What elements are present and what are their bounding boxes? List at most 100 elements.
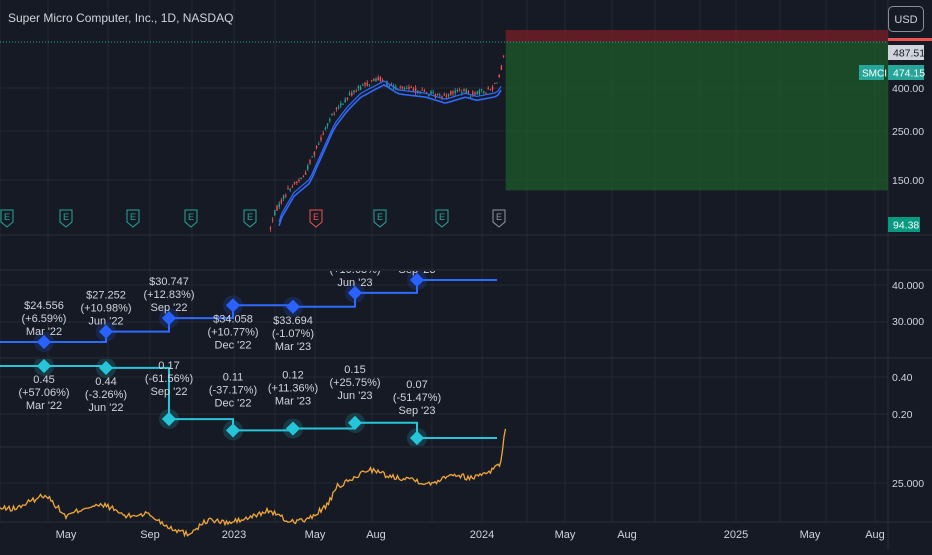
stop-marker-line bbox=[888, 38, 932, 41]
eps-value-label: 0.15 bbox=[344, 364, 365, 376]
revenue-change-label: (+6.59%) bbox=[22, 313, 67, 325]
candle-body bbox=[425, 92, 428, 94]
candle-body bbox=[381, 79, 384, 82]
revenue-period-label: Jun '22 bbox=[88, 316, 123, 328]
last-price-badge bbox=[888, 65, 924, 80]
eps-change-label: (+11.36%) bbox=[268, 383, 318, 395]
candle-body bbox=[364, 82, 366, 86]
earnings-marker-shape bbox=[435, 209, 449, 228]
candle-body bbox=[342, 103, 344, 105]
time-axis-label-9: May bbox=[800, 529, 821, 541]
earnings-marker-7: E bbox=[435, 209, 449, 228]
earnings-marker-label: E bbox=[4, 212, 10, 222]
revenue-change-label: (+10.98%) bbox=[80, 303, 131, 315]
candle-body bbox=[311, 156, 313, 158]
price-scale-label-2: 150.00 bbox=[892, 175, 924, 187]
eps-marker bbox=[98, 360, 114, 375]
candle-body bbox=[373, 78, 375, 81]
revenue-value-label: $40.630 bbox=[397, 238, 437, 250]
time-axis-label-0: May bbox=[56, 529, 77, 541]
eps-point-5: 0.15(+25.75%)Jun '23 bbox=[329, 364, 381, 433]
eps-value-label: 0.11 bbox=[223, 371, 244, 383]
earnings-marker-shape bbox=[126, 209, 140, 228]
candle-body bbox=[324, 128, 327, 130]
eps-value-label: 0.12 bbox=[282, 370, 303, 382]
candle-body bbox=[289, 188, 291, 191]
earnings-marker-1: E bbox=[59, 209, 73, 228]
revenue-point-4: $33.694(-1.07%)Mar '23 bbox=[272, 296, 314, 353]
candle-body bbox=[357, 86, 360, 89]
eps-point-6: 0.07(-51.47%)Sep '23 bbox=[393, 379, 441, 446]
time-axis-label-4: Aug bbox=[366, 529, 386, 541]
earnings-marker-6: E bbox=[373, 209, 387, 228]
time-axis-label-2: 2023 bbox=[222, 529, 246, 541]
eps-value-label: 0.45 bbox=[33, 374, 54, 386]
target-price-label: 94.38 bbox=[893, 220, 919, 232]
candle-body bbox=[379, 76, 382, 82]
chart-title: Super Micro Computer, Inc., 1D, NASDAQ bbox=[8, 11, 234, 25]
candle-body bbox=[315, 146, 318, 148]
symbol-badge bbox=[859, 65, 884, 80]
eps-point-1: 0.44(-3.26%)Jun '22 bbox=[85, 359, 127, 414]
eps-period-label: Sep '23 bbox=[399, 405, 436, 417]
candle-body bbox=[304, 172, 307, 175]
revenue-value-label: $33.694 bbox=[273, 315, 313, 327]
candle-body bbox=[406, 87, 408, 89]
revenue-period-label: Mar '23 bbox=[275, 341, 311, 353]
candle-body bbox=[498, 75, 500, 78]
candle-body bbox=[421, 89, 423, 91]
earnings-marker-0: E bbox=[0, 209, 14, 228]
candle-body bbox=[291, 186, 294, 188]
candle-body bbox=[436, 93, 439, 96]
eps-period-label: Jun '22 bbox=[88, 402, 123, 414]
eps-ratio-panel: 0.45(+57.06%)Mar '220.44(-3.26%)Jun '220… bbox=[0, 359, 497, 446]
earnings-marker-4: E bbox=[243, 209, 257, 228]
candle-body bbox=[390, 84, 393, 86]
revenue-period-label: Sep '22 bbox=[151, 302, 188, 314]
candle-body bbox=[318, 143, 320, 145]
revenue-change-label: (+12.83%) bbox=[143, 289, 194, 301]
candle-body bbox=[491, 86, 494, 90]
candle-body bbox=[401, 86, 404, 89]
price-scale-label-0: 400.00 bbox=[892, 83, 924, 95]
revenue-value-label: $24.556 bbox=[24, 300, 64, 312]
stop-price-label: 487.51 bbox=[893, 48, 925, 60]
revenue-marker bbox=[161, 311, 177, 326]
candle-body bbox=[285, 195, 287, 197]
revenue-marker bbox=[98, 324, 114, 339]
candle-body bbox=[298, 179, 300, 182]
earnings-marker-label: E bbox=[63, 212, 69, 222]
ratio-scale-label-0: 25.000 bbox=[892, 478, 924, 490]
eps-value-label: 0.07 bbox=[406, 379, 427, 391]
candle-body bbox=[355, 90, 357, 92]
earnings-marker-label: E bbox=[439, 212, 445, 222]
earnings-marker-shape bbox=[243, 209, 257, 228]
ratio-line bbox=[0, 428, 507, 538]
candle-body bbox=[403, 88, 406, 90]
candle-body bbox=[461, 92, 463, 94]
eps-scale-label-1: 0.20 bbox=[892, 409, 913, 421]
candle-body bbox=[326, 123, 329, 126]
eps-change-label: (-61.56%) bbox=[145, 373, 193, 385]
candle-body bbox=[388, 86, 390, 88]
ema-line-2 bbox=[278, 80, 502, 223]
candle-body bbox=[465, 89, 467, 94]
candle-body bbox=[353, 90, 355, 93]
candle-body bbox=[467, 90, 470, 93]
time-axis-label-5: 2024 bbox=[470, 529, 494, 541]
candle-body bbox=[480, 89, 483, 91]
candle-body bbox=[417, 90, 419, 93]
candle-body bbox=[386, 81, 388, 87]
candle-body bbox=[478, 90, 481, 95]
candle-body bbox=[309, 160, 311, 164]
candle-body bbox=[362, 84, 364, 86]
revenue-value-label: $30.747 bbox=[149, 276, 189, 288]
eps-marker bbox=[225, 423, 241, 438]
time-axis-label-8: 2025 bbox=[724, 529, 748, 541]
earnings-marker-label: E bbox=[496, 212, 502, 222]
currency-button[interactable]: USD bbox=[888, 6, 924, 32]
candle-body bbox=[271, 219, 274, 221]
eps-change-label: (+57.06%) bbox=[18, 387, 69, 399]
